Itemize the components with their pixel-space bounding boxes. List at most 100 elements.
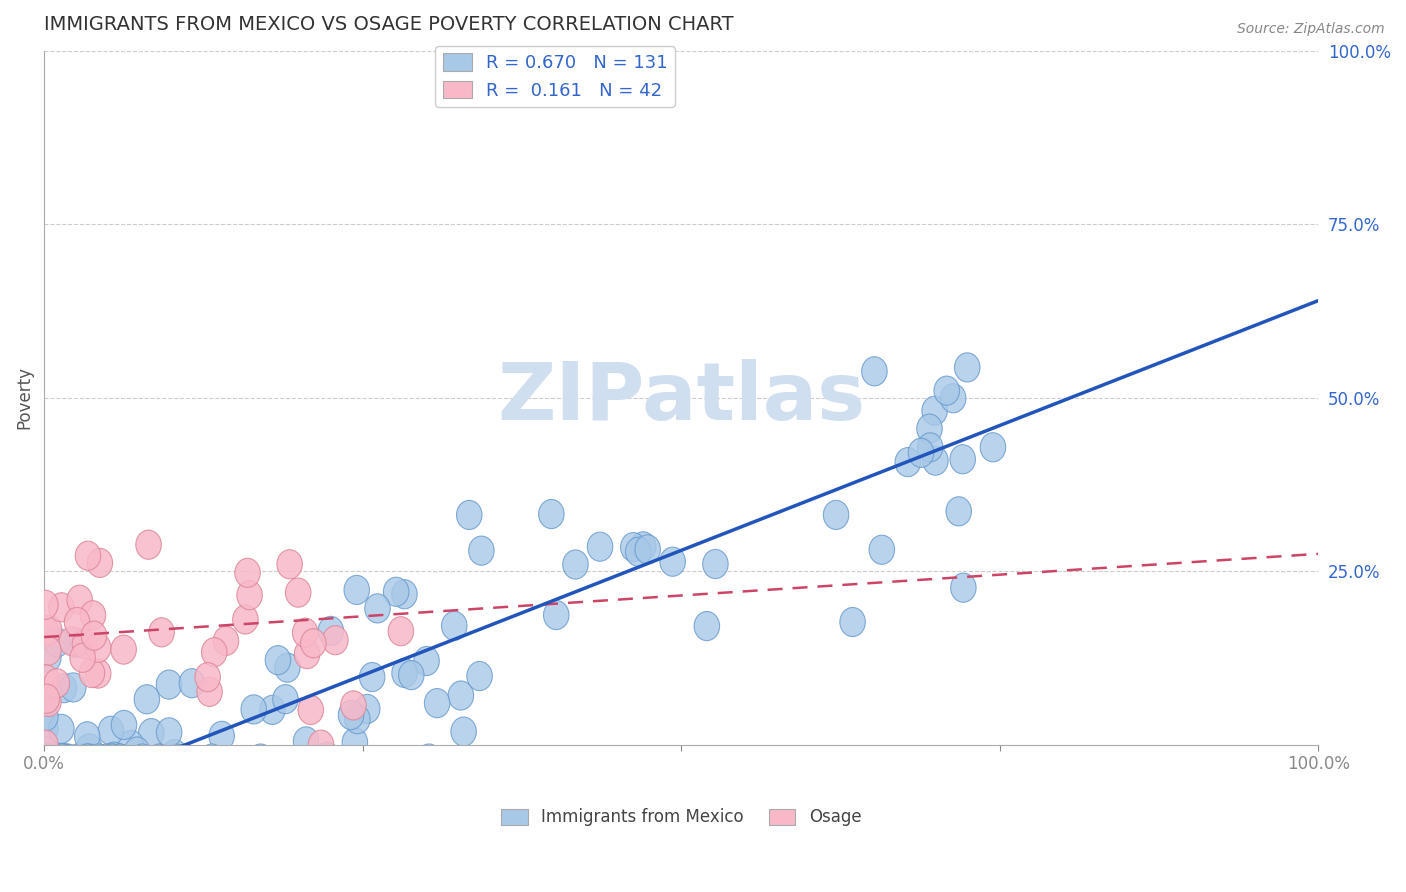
Ellipse shape bbox=[392, 580, 418, 608]
Ellipse shape bbox=[449, 681, 474, 710]
Ellipse shape bbox=[52, 744, 77, 773]
Ellipse shape bbox=[48, 744, 73, 773]
Ellipse shape bbox=[35, 643, 60, 673]
Ellipse shape bbox=[70, 643, 96, 673]
Ellipse shape bbox=[35, 636, 60, 665]
Ellipse shape bbox=[32, 730, 58, 759]
Ellipse shape bbox=[209, 722, 235, 750]
Text: IMMIGRANTS FROM MEXICO VS OSAGE POVERTY CORRELATION CHART: IMMIGRANTS FROM MEXICO VS OSAGE POVERTY … bbox=[44, 15, 734, 34]
Ellipse shape bbox=[457, 500, 482, 530]
Ellipse shape bbox=[824, 500, 849, 530]
Ellipse shape bbox=[149, 744, 174, 773]
Ellipse shape bbox=[35, 688, 62, 716]
Ellipse shape bbox=[87, 549, 112, 577]
Ellipse shape bbox=[364, 594, 391, 623]
Ellipse shape bbox=[247, 744, 273, 773]
Ellipse shape bbox=[101, 744, 127, 773]
Ellipse shape bbox=[32, 744, 58, 773]
Ellipse shape bbox=[80, 600, 105, 630]
Ellipse shape bbox=[75, 722, 100, 751]
Ellipse shape bbox=[101, 742, 127, 772]
Ellipse shape bbox=[76, 744, 101, 773]
Legend: Immigrants from Mexico, Osage: Immigrants from Mexico, Osage bbox=[495, 802, 868, 833]
Ellipse shape bbox=[44, 628, 70, 657]
Ellipse shape bbox=[39, 744, 65, 773]
Ellipse shape bbox=[235, 558, 260, 588]
Ellipse shape bbox=[200, 744, 225, 773]
Ellipse shape bbox=[32, 744, 58, 773]
Ellipse shape bbox=[538, 500, 564, 529]
Ellipse shape bbox=[129, 744, 155, 773]
Ellipse shape bbox=[125, 744, 150, 773]
Ellipse shape bbox=[86, 744, 111, 773]
Ellipse shape bbox=[416, 744, 441, 773]
Ellipse shape bbox=[51, 744, 76, 773]
Ellipse shape bbox=[413, 647, 439, 675]
Ellipse shape bbox=[34, 617, 59, 647]
Text: Source: ZipAtlas.com: Source: ZipAtlas.com bbox=[1237, 22, 1385, 37]
Ellipse shape bbox=[354, 694, 380, 723]
Ellipse shape bbox=[136, 530, 162, 559]
Ellipse shape bbox=[946, 497, 972, 526]
Ellipse shape bbox=[32, 591, 58, 619]
Ellipse shape bbox=[149, 618, 174, 647]
Ellipse shape bbox=[163, 744, 188, 773]
Ellipse shape bbox=[98, 716, 124, 746]
Ellipse shape bbox=[918, 433, 943, 462]
Ellipse shape bbox=[922, 396, 948, 425]
Ellipse shape bbox=[138, 719, 165, 747]
Ellipse shape bbox=[308, 730, 333, 759]
Ellipse shape bbox=[63, 628, 89, 657]
Ellipse shape bbox=[955, 353, 980, 382]
Ellipse shape bbox=[179, 669, 205, 698]
Ellipse shape bbox=[84, 744, 110, 773]
Ellipse shape bbox=[49, 592, 75, 622]
Ellipse shape bbox=[398, 660, 425, 690]
Ellipse shape bbox=[273, 684, 298, 714]
Ellipse shape bbox=[124, 737, 150, 766]
Ellipse shape bbox=[162, 739, 187, 769]
Ellipse shape bbox=[134, 685, 160, 714]
Ellipse shape bbox=[562, 550, 588, 579]
Ellipse shape bbox=[83, 744, 108, 773]
Ellipse shape bbox=[52, 744, 77, 773]
Ellipse shape bbox=[75, 541, 101, 570]
Ellipse shape bbox=[79, 744, 105, 773]
Ellipse shape bbox=[703, 549, 728, 579]
Ellipse shape bbox=[86, 659, 111, 688]
Ellipse shape bbox=[277, 549, 302, 579]
Ellipse shape bbox=[32, 685, 58, 714]
Ellipse shape bbox=[441, 611, 467, 640]
Ellipse shape bbox=[77, 744, 103, 773]
Ellipse shape bbox=[72, 630, 97, 659]
Ellipse shape bbox=[950, 445, 976, 474]
Ellipse shape bbox=[67, 585, 93, 615]
Ellipse shape bbox=[360, 663, 385, 691]
Ellipse shape bbox=[314, 742, 339, 772]
Ellipse shape bbox=[214, 626, 239, 656]
Ellipse shape bbox=[301, 629, 326, 657]
Ellipse shape bbox=[695, 612, 720, 640]
Ellipse shape bbox=[298, 696, 323, 724]
Ellipse shape bbox=[34, 665, 59, 694]
Ellipse shape bbox=[37, 744, 62, 773]
Ellipse shape bbox=[260, 696, 285, 724]
Ellipse shape bbox=[384, 577, 409, 607]
Ellipse shape bbox=[236, 581, 263, 610]
Ellipse shape bbox=[107, 744, 132, 773]
Ellipse shape bbox=[862, 357, 887, 386]
Ellipse shape bbox=[339, 700, 364, 730]
Ellipse shape bbox=[908, 438, 934, 467]
Ellipse shape bbox=[76, 734, 103, 763]
Ellipse shape bbox=[32, 744, 58, 773]
Ellipse shape bbox=[294, 640, 319, 669]
Ellipse shape bbox=[544, 600, 569, 630]
Ellipse shape bbox=[934, 376, 959, 405]
Ellipse shape bbox=[94, 744, 120, 773]
Ellipse shape bbox=[294, 727, 319, 756]
Ellipse shape bbox=[111, 635, 136, 665]
Ellipse shape bbox=[86, 633, 111, 663]
Ellipse shape bbox=[274, 653, 299, 682]
Ellipse shape bbox=[67, 744, 94, 773]
Ellipse shape bbox=[98, 744, 125, 773]
